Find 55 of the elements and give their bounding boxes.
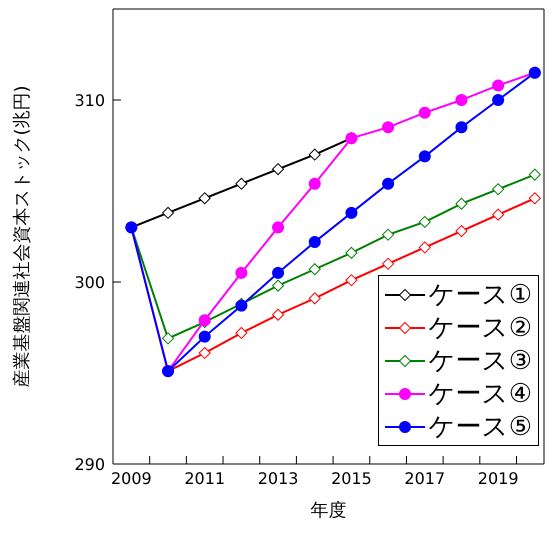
point (528, 192, 541, 204)
point (345, 206, 358, 219)
point (308, 178, 321, 190)
point (272, 308, 284, 321)
point (272, 221, 284, 234)
x-tick-label: 2019 (478, 469, 519, 488)
point (492, 183, 504, 196)
x-axis-title: 年度 (310, 500, 346, 521)
point (382, 258, 394, 270)
point (528, 168, 541, 181)
point (455, 121, 468, 134)
x-tick-label: 2011 (184, 469, 226, 488)
legend-label: ケース③ (428, 345, 532, 378)
point (235, 178, 248, 190)
point (492, 94, 504, 106)
y-tick-label: 300 (74, 273, 105, 292)
point (162, 332, 174, 344)
point (418, 216, 431, 228)
point (382, 178, 394, 190)
point (418, 150, 431, 162)
legend-label: ケース① (428, 279, 532, 312)
x-tick-label: 2017 (404, 469, 446, 488)
point (198, 192, 211, 204)
point (382, 228, 394, 241)
point (198, 330, 211, 343)
point (455, 94, 468, 106)
y-axis-title: 産業基盤関連社会資本ストック(兆円) (11, 85, 32, 388)
point (308, 236, 321, 248)
x-tick-label: 2013 (258, 469, 298, 488)
x-tick-label: 2009 (110, 469, 152, 488)
point (308, 148, 321, 161)
point (345, 246, 358, 259)
point (198, 346, 211, 359)
point (235, 266, 248, 279)
point (455, 198, 468, 210)
point (382, 121, 394, 134)
point (418, 241, 431, 254)
point (162, 206, 174, 219)
point (418, 106, 431, 119)
point (492, 79, 504, 92)
point (272, 266, 284, 279)
point (345, 274, 358, 286)
point (272, 163, 284, 176)
y-tick-label: 310 (74, 91, 105, 110)
point (308, 292, 321, 304)
point (308, 263, 321, 276)
y-tick-label: 290 (74, 455, 105, 474)
point (455, 225, 468, 238)
point (272, 280, 284, 292)
point (492, 208, 504, 221)
legend-label: ケース② (428, 312, 532, 345)
legend-label: ケース⑤ (428, 411, 532, 444)
point (235, 326, 248, 339)
x-tick-label: 2015 (331, 469, 372, 488)
legend-label: ケース④ (428, 378, 532, 411)
